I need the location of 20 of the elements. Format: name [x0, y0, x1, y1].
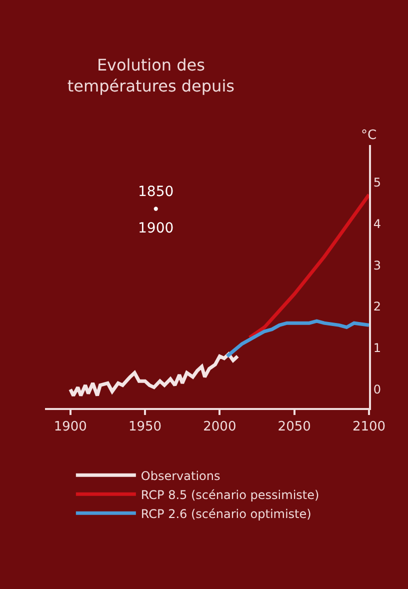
y-tick-label: 5	[373, 175, 382, 190]
x-tick-label: 1950	[128, 420, 162, 435]
text: 1850 • 1900	[138, 184, 174, 236]
y-tick-label: 4	[373, 216, 382, 231]
line-series	[248, 192, 369, 340]
legend-label: Observations	[140, 468, 220, 483]
x-tick-label: 2000	[203, 420, 236, 435]
x-tick-label: 1900	[54, 420, 87, 435]
line-series	[68, 352, 240, 398]
y-tick-label: 3	[373, 258, 382, 272]
legend-label: RCP 2.6 (scénario optimiste)	[140, 506, 312, 521]
chart-title: Evolution des températures depuis	[67, 56, 234, 96]
y-axis-title: °C	[361, 128, 377, 143]
y-tick-label: 0	[373, 382, 382, 397]
legend-label: RCP 8.5 (scénario pessimiste)	[140, 488, 320, 502]
y-tick-label: 2	[373, 300, 382, 314]
line-series	[225, 319, 369, 358]
x-tick-label: 2100	[352, 420, 386, 435]
y-tick-label: 1	[373, 341, 382, 356]
x-tick-label: 2050	[278, 420, 311, 435]
